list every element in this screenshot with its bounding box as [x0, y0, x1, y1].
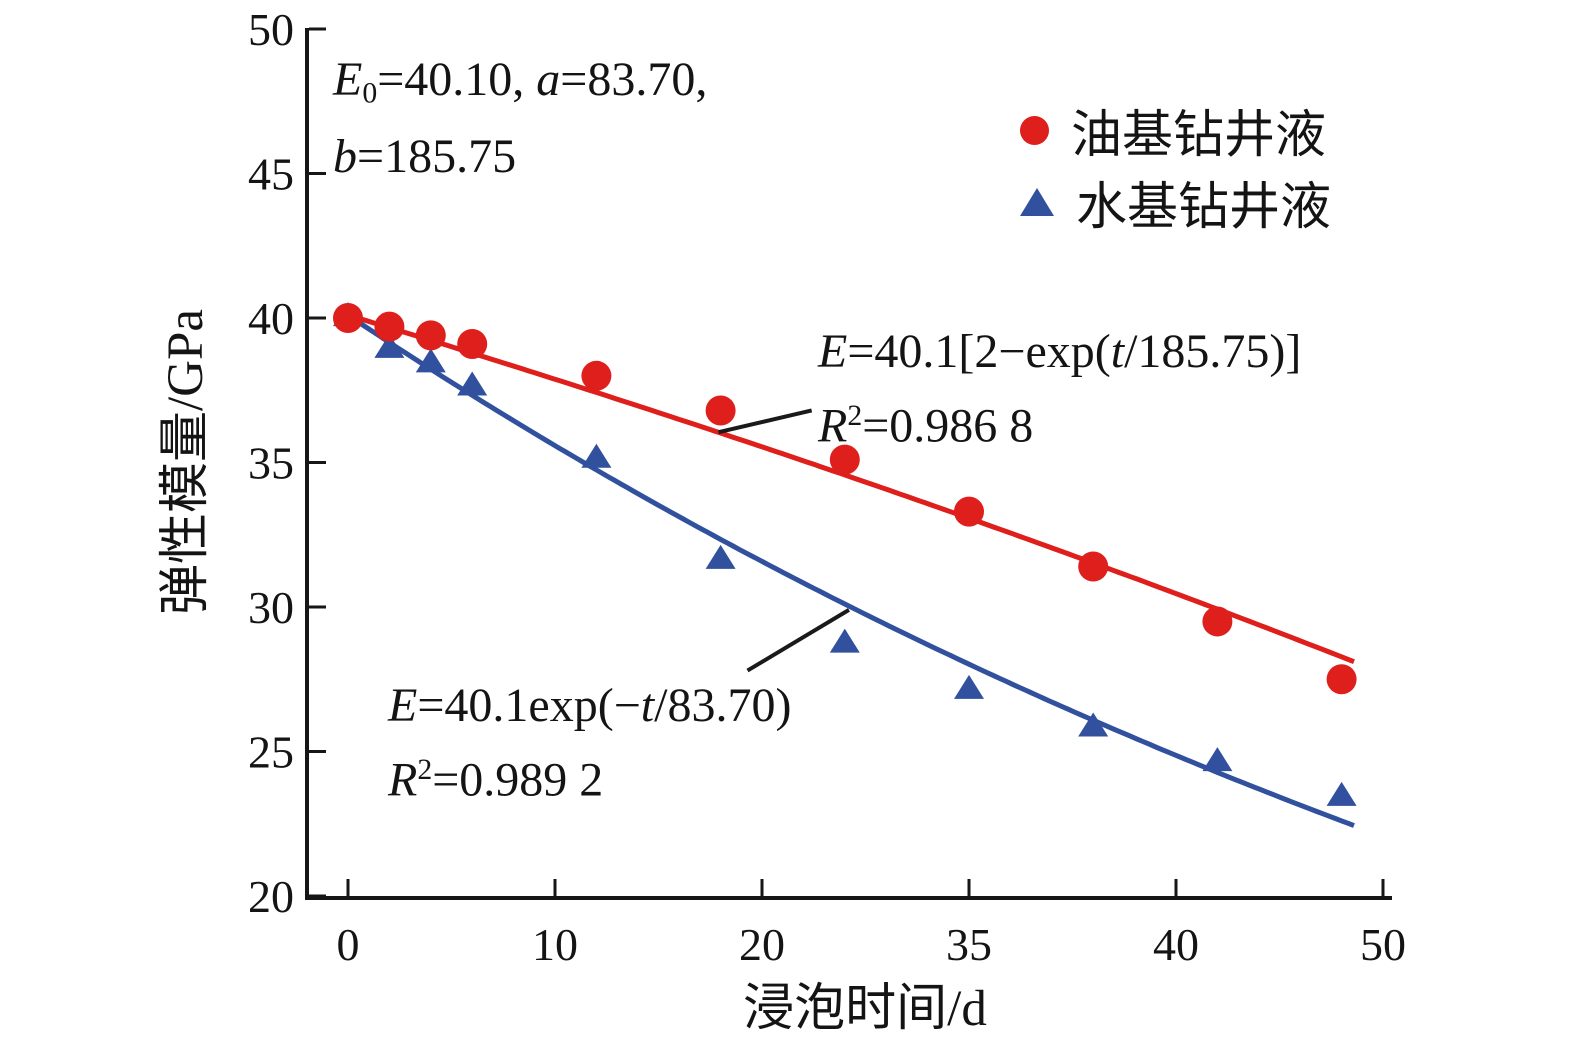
- oil-data-point: [415, 320, 446, 351]
- y-tick-label: 35: [248, 438, 294, 489]
- oil-data-point: [1202, 606, 1233, 637]
- leader-lines: [718, 408, 850, 673]
- y-tick-label: 20: [248, 871, 294, 922]
- water-fit-equation: E=40.1exp(−t/83.70) R2=0.989 2: [388, 674, 791, 812]
- oil-data-point: [457, 329, 488, 360]
- oil-data-point: [829, 444, 860, 475]
- water-data-point: [829, 628, 860, 653]
- water-data-point: [1202, 747, 1233, 772]
- oil-fit-equation: E=40.1[2−exp(t/185.75)] R2=0.986 8: [818, 320, 1301, 458]
- fit-params-line1: E0=40.10, a=83.70,: [333, 53, 708, 110]
- oil-series-points: [333, 303, 1357, 695]
- legend-item-water: 水基钻井液: [1008, 166, 1331, 238]
- legend: 油基钻井液 水基钻井液: [1008, 94, 1331, 238]
- y-axis-title: 弹性模量/GPa: [158, 308, 214, 616]
- x-tick-label: 0: [337, 919, 360, 970]
- y-tick-label: 25: [248, 727, 294, 778]
- y-axis: 20 25 30 35 40 45 50: [248, 4, 326, 922]
- oil-fit-curve: [347, 312, 1355, 665]
- y-tick-label: 30: [248, 582, 294, 633]
- water-data-point: [457, 371, 488, 396]
- oil-data-point: [581, 360, 612, 391]
- oil-data-point: [1326, 664, 1357, 695]
- oil-data-point: [333, 303, 363, 333]
- x-tick-label: 50: [1360, 919, 1406, 970]
- x-tick-label: 35: [946, 919, 992, 970]
- x-axis: 0 10 20 35 40 50: [305, 879, 1406, 970]
- water-series-marker-icon: [1020, 188, 1054, 216]
- water-fit-curve: [346, 313, 1355, 828]
- water-data-point: [415, 348, 446, 373]
- y-tick-label: 40: [248, 293, 294, 344]
- x-tick-label: 40: [1153, 919, 1199, 970]
- water-data-point: [1078, 712, 1109, 737]
- fit-params-line2: b=185.75: [333, 130, 517, 184]
- y-tick-label: 50: [248, 4, 294, 55]
- water-fit-r-squared: R2=0.989 2: [388, 753, 604, 807]
- oil-series-marker-icon: [1020, 115, 1049, 145]
- annotation-leader-line: [746, 608, 850, 673]
- legend-label-oil: 油基钻井液: [1071, 108, 1327, 164]
- water-data-point: [705, 544, 736, 569]
- water-data-point: [1326, 781, 1357, 806]
- water-series-points: [333, 302, 1357, 806]
- water-data-point: [581, 443, 612, 468]
- legend-label-water: 水基钻井液: [1076, 180, 1332, 236]
- oil-data-point: [1078, 551, 1109, 582]
- oil-data-point: [374, 311, 405, 342]
- oil-data-point: [954, 496, 984, 527]
- oil-fit-curve-group: [347, 312, 1355, 665]
- x-tick-label: 20: [739, 919, 785, 970]
- water-fit-equation-line: E=40.1exp(−t/83.70): [388, 679, 792, 732]
- oil-data-point: [705, 395, 736, 426]
- legend-item-oil: 油基钻井液: [1008, 94, 1331, 166]
- x-axis-title: 浸泡时间/d: [743, 981, 987, 1037]
- oil-fit-r-squared: R2=0.986 8: [818, 399, 1034, 453]
- water-data-point: [374, 333, 405, 358]
- x-tick-label: 10: [532, 919, 578, 970]
- water-data-point: [954, 674, 984, 699]
- oil-fit-equation-line: E=40.1[2−exp(t/185.75)]: [818, 325, 1302, 378]
- annotation-leader-line: [718, 408, 813, 435]
- fit-params-annotation: E0=40.10, a=83.70, b=185.75: [333, 48, 707, 189]
- water-fit-curve-group: [346, 313, 1355, 828]
- y-tick-label: 45: [248, 149, 294, 200]
